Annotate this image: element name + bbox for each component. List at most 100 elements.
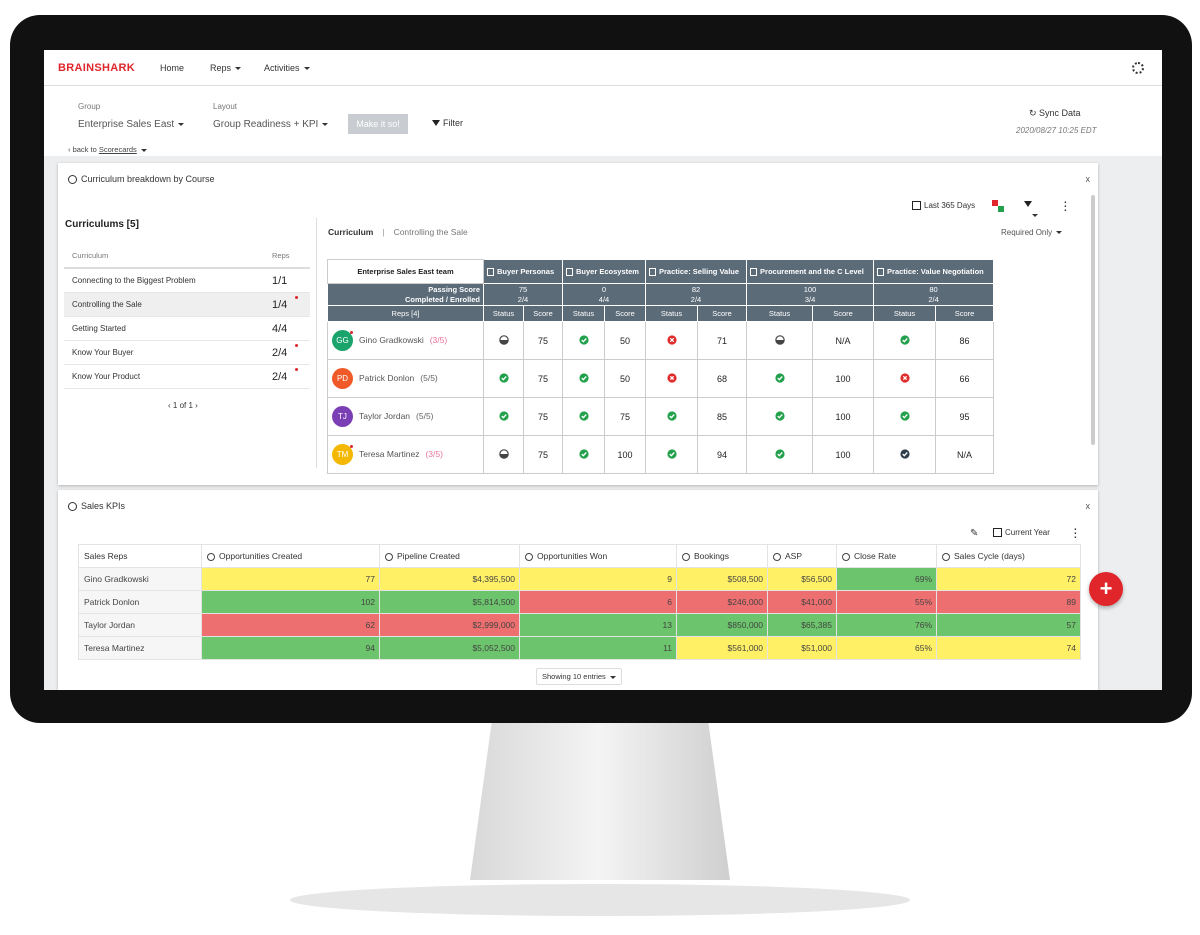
period-select[interactable]: Current Year <box>993 528 1050 538</box>
curriculum-reps: 4/4 <box>264 316 310 341</box>
kpi-header[interactable]: Opportunities Won <box>519 544 677 568</box>
reps-label: Reps [4] <box>327 305 484 322</box>
sync-button[interactable]: ↻ Sync Data <box>1029 108 1081 118</box>
status-cell <box>873 321 937 360</box>
curriculum-row[interactable]: Know Your Product 2/4 <box>64 364 310 389</box>
score-cell: 75 <box>523 435 563 474</box>
group-select[interactable]: Enterprise Sales East <box>78 119 184 130</box>
status-cell <box>562 321 605 360</box>
entries-select[interactable]: Showing 10 entries <box>536 668 622 685</box>
rep-name[interactable]: Patrick Donlon <box>359 372 415 383</box>
group-label: Group <box>78 102 101 111</box>
kpi-header[interactable]: Sales Cycle (days) <box>936 544 1081 568</box>
completed-count: 2/4 <box>690 294 702 304</box>
sub-header: Score <box>935 305 995 322</box>
status-icon <box>666 410 677 421</box>
curriculums-heading: Curriculums [5] <box>65 219 139 230</box>
course-matrix: Enterprise Sales East team Buyer Personas… <box>327 259 995 474</box>
passing-score: 100 <box>803 284 817 294</box>
icon-mark <box>668 451 675 457</box>
more-menu[interactable]: ... <box>1064 195 1067 214</box>
rep-name: Teresa Martinez <box>78 636 202 660</box>
status-cell <box>562 359 605 398</box>
apply-button[interactable]: Make it so! <box>348 114 408 134</box>
passing-score: 80 <box>929 284 938 294</box>
close-button[interactable]: x <box>1085 501 1091 511</box>
kpi-cell: 76% <box>836 613 937 637</box>
nav-item[interactable]: Reps <box>210 63 241 73</box>
kpi-header[interactable]: ASP <box>767 544 837 568</box>
filter-text: Filter <box>443 118 463 128</box>
kpi-row: Teresa Martinez 94 $5,052,500 11 $561,000 $51… <box>78 636 1081 660</box>
alert-dot <box>295 344 298 347</box>
kpi-header[interactable]: Opportunities Created <box>201 544 380 568</box>
kpi-header[interactable]: Pipeline Created <box>379 544 520 568</box>
add-button[interactable]: + <box>1089 572 1123 606</box>
sub-header: Status <box>746 305 814 322</box>
rep-cell: TM Teresa Martinez (3/5) <box>327 435 484 474</box>
icon-mark <box>902 375 907 380</box>
settings-icon[interactable] <box>1132 62 1144 74</box>
curriculum-name: Connecting to the Biggest Problem <box>64 268 264 293</box>
pager[interactable]: ‹ 1 of 1 › <box>168 401 198 410</box>
date-range[interactable]: Last 365 Days <box>912 201 975 211</box>
kpi-header-row: Sales Reps Opportunities Created Pipeline … <box>78 544 1081 568</box>
kpi-cell: 72 <box>936 567 1081 591</box>
required-filter[interactable]: Required Only <box>1001 228 1062 237</box>
more-menu[interactable]: ... <box>1074 522 1077 541</box>
rep-row: PD Patrick Donlon (5/5) 75 50 68 100 66 <box>327 359 995 398</box>
icon-mark <box>901 337 908 343</box>
score-cell: 100 <box>603 435 647 474</box>
layout-label: Layout <box>213 102 238 111</box>
rep-name[interactable]: Teresa Martinez <box>359 448 420 459</box>
score-cell: 50 <box>603 321 647 360</box>
kpi-header[interactable]: Close Rate <box>836 544 937 568</box>
status-icon <box>666 448 677 459</box>
status-icon <box>774 448 785 459</box>
kpi-cell: $508,500 <box>676 567 768 591</box>
kpi-row: Taylor Jordan 62 $2,999,000 13 $850,000 $65,3… <box>78 613 1081 637</box>
status-cell <box>746 435 814 474</box>
kpi-cell: 6 <box>519 590 677 614</box>
status-icon <box>498 372 509 383</box>
nav-item[interactable]: Activities <box>264 63 310 73</box>
course-header: Buyer Personas <box>483 259 563 284</box>
curriculum-row[interactable]: Getting Started 4/4 <box>64 316 310 341</box>
kpi-cell: $850,000 <box>676 613 768 637</box>
score-cell: 50 <box>603 359 647 398</box>
filter-button[interactable]: Filter <box>432 118 463 128</box>
filter-icon <box>432 120 440 126</box>
curriculum-row[interactable]: Connecting to the Biggest Problem 1/1 <box>64 268 310 293</box>
layout-select[interactable]: Group Readiness + KPI <box>213 119 328 130</box>
score-cell: 68 <box>697 359 748 398</box>
kpi-cell: 11 <box>519 636 677 660</box>
back-link[interactable]: ‹ back to Scorecards <box>68 145 147 154</box>
completed-label: Completed / Enrolled <box>404 294 480 304</box>
icon-mark <box>580 413 587 419</box>
status-cell <box>873 359 937 398</box>
curriculum-row[interactable]: Know Your Buyer 2/4 <box>64 340 310 365</box>
course-name: Procurement and the C Level <box>750 267 864 276</box>
nav-item[interactable]: Home <box>160 63 185 73</box>
rep-name: Gino Gradkowski <box>78 567 202 591</box>
icon-mark <box>901 413 908 419</box>
legend-icon[interactable] <box>992 200 998 206</box>
edit-icon[interactable]: ✎ <box>970 528 979 539</box>
rep-name[interactable]: Taylor Jordan <box>359 410 411 421</box>
breadcrumb-root[interactable]: Curriculum <box>328 227 374 237</box>
close-button[interactable]: x <box>1085 174 1091 184</box>
scorecards-link[interactable]: Scorecards <box>99 145 147 154</box>
filter-menu[interactable] <box>1024 201 1032 207</box>
kpi-cell: $51,000 <box>767 636 837 660</box>
legend-icon-b <box>998 206 1004 212</box>
kpi-cell: $2,999,000 <box>379 613 520 637</box>
nav-bar: BRAINSHARK Home Reps Activities <box>44 50 1162 86</box>
kpi-header[interactable]: Bookings <box>676 544 768 568</box>
screen: BRAINSHARK Home Reps Activities Group Ente… <box>44 50 1162 690</box>
kpi-header[interactable]: Sales Reps <box>78 544 202 568</box>
status-cell <box>645 397 699 436</box>
sub-header: Score <box>697 305 748 322</box>
rep-name[interactable]: Gino Gradkowski <box>359 334 424 345</box>
curriculum-row[interactable]: Controlling the Sale 1/4 <box>64 292 310 317</box>
status-icon <box>666 372 677 383</box>
